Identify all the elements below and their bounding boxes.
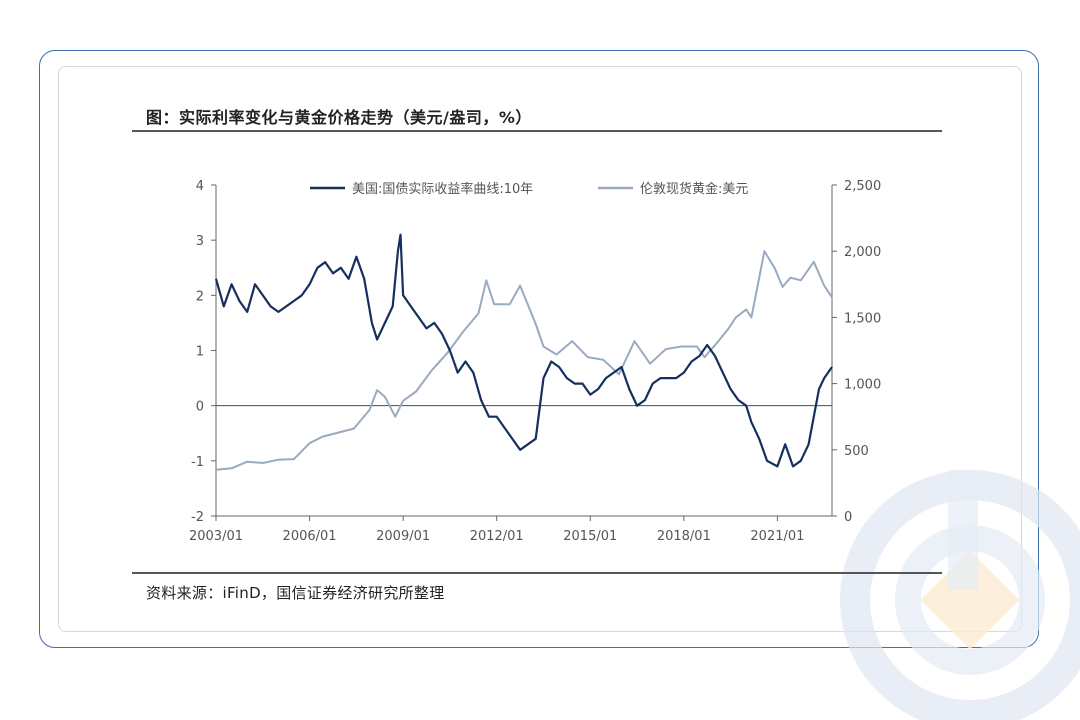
right-tick-label: 1,000 [844, 378, 881, 393]
series-layer [214, 233, 833, 471]
legend-label-real-rate: 美国:国债实际收益率曲线:10年 [352, 181, 533, 197]
x-tick-label: 2003/01 [189, 529, 243, 544]
legend: 美国:国债实际收益率曲线:10年 伦敦现货黄金:美元 [310, 181, 748, 197]
left-tick-label: 3 [196, 234, 204, 249]
legend-label-gold: 伦敦现货黄金:美元 [640, 181, 748, 197]
x-tick-label: 2012/01 [470, 529, 524, 544]
right-tick-label: 500 [844, 444, 869, 459]
inner-frame [58, 66, 1022, 632]
line-chart: 4 3 2 1 0 -1 -2 2,500 2,000 1,500 1,000 500 0 2003/01… [189, 179, 881, 544]
series-line-gold [215, 250, 833, 471]
left-tick-label: -2 [191, 510, 204, 525]
series-line-real-rate [214, 233, 833, 468]
source-note: 资料来源：iFinD，国信证券经济研究所整理 [146, 584, 445, 602]
right-tick-label: 1,500 [844, 311, 881, 326]
left-tick-label: -1 [191, 455, 204, 470]
right-tick-label: 0 [844, 510, 852, 525]
figure-title: 图：实际利率变化与黄金价格走势（美元/盎司，%） [146, 108, 532, 127]
right-tick-label: 2,500 [844, 179, 881, 194]
x-tick-label: 2015/01 [563, 529, 617, 544]
axes-layer: 4 3 2 1 0 -1 -2 2,500 2,000 1,500 1,000 500 0 2003/01… [189, 179, 881, 544]
left-tick-label: 4 [196, 179, 204, 194]
right-tick-label: 2,000 [844, 245, 881, 260]
x-tick-label: 2006/01 [283, 529, 337, 544]
x-tick-label: 2018/01 [657, 529, 711, 544]
x-tick-label: 2021/01 [750, 529, 804, 544]
outer-frame [39, 50, 1039, 648]
x-tick-label: 2009/01 [376, 529, 430, 544]
source-rule [132, 572, 942, 574]
left-tick-label: 0 [196, 400, 204, 415]
left-tick-label: 1 [196, 345, 204, 360]
left-tick-label: 2 [196, 289, 204, 304]
title-rule [132, 130, 942, 132]
